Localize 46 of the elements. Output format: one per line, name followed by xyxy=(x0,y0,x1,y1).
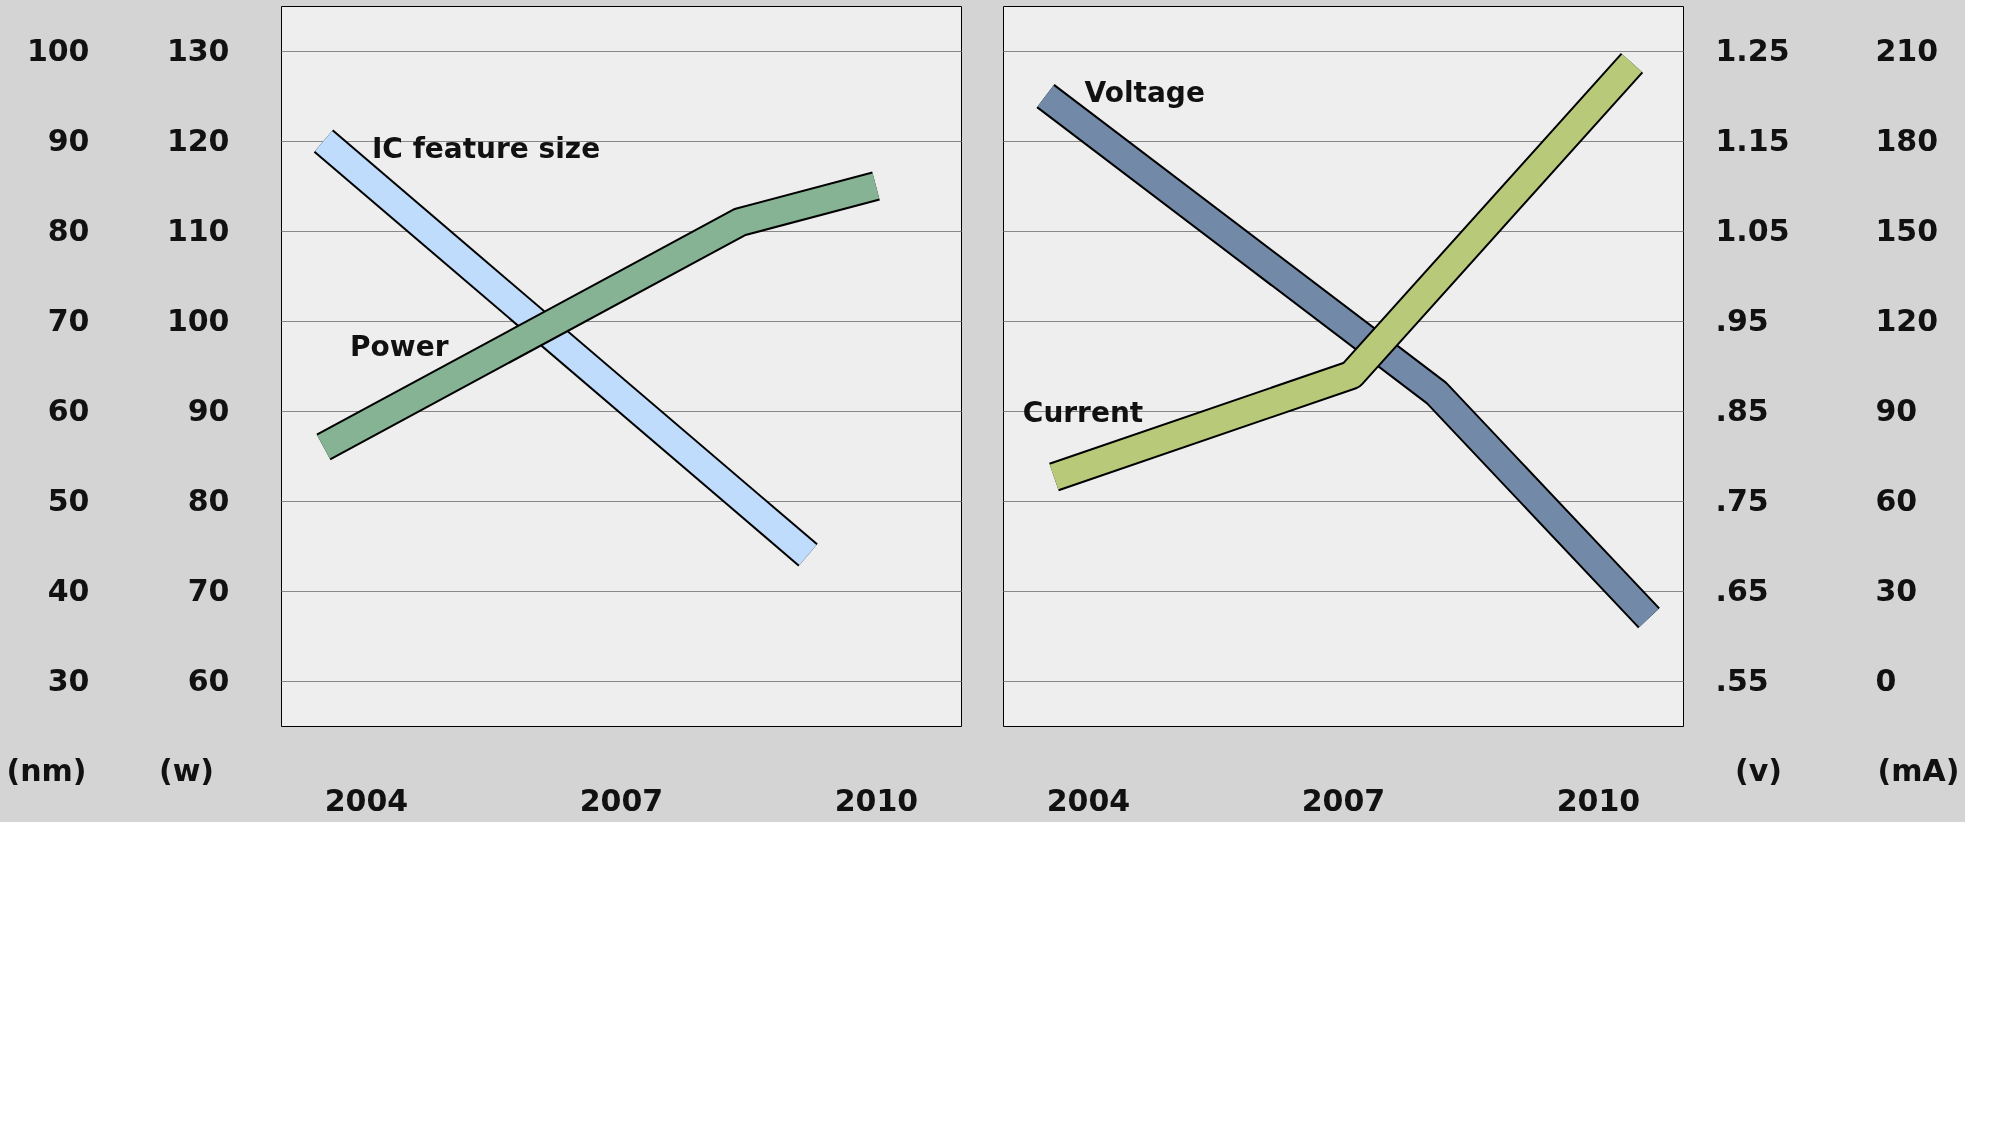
y2-tick-label: 120 xyxy=(166,122,230,158)
y-tick-label: 60 xyxy=(47,392,90,428)
y2-tick-label: 30 xyxy=(1875,572,1918,608)
y-tick-label: .75 xyxy=(1715,482,1769,518)
y-tick-label: 90 xyxy=(47,122,90,158)
x-tick-label: 2010 xyxy=(1556,782,1641,818)
series-label: IC feature size xyxy=(371,132,601,166)
y-tick-label: 1.05 xyxy=(1715,212,1790,248)
y-tick-label: 1.15 xyxy=(1715,122,1790,158)
y2-tick-label: 130 xyxy=(166,32,230,68)
y2-axis-title: (mA) xyxy=(1877,752,1960,788)
x-tick-label: 2007 xyxy=(579,782,664,818)
y2-tick-label: 150 xyxy=(1875,212,1939,248)
y2-tick-label: 90 xyxy=(1875,392,1918,428)
series-label: Current xyxy=(1022,396,1144,430)
y2-tick-label: 100 xyxy=(166,302,230,338)
x-tick-label: 2010 xyxy=(834,782,919,818)
x-tick-label: 2007 xyxy=(1301,782,1386,818)
series-label: Voltage xyxy=(1084,75,1205,109)
y-tick-label: 40 xyxy=(47,572,90,608)
y-tick-label: 80 xyxy=(47,212,90,248)
x-tick-label: 2004 xyxy=(324,782,409,818)
y2-tick-label: 180 xyxy=(1875,122,1939,158)
y2-tick-label: 80 xyxy=(187,482,230,518)
y2-tick-label: 60 xyxy=(1875,482,1918,518)
y-tick-label: 50 xyxy=(47,482,90,518)
series-label: Power xyxy=(350,329,449,363)
y-tick-label: .95 xyxy=(1715,302,1769,338)
y-tick-label: 100 xyxy=(26,32,90,68)
y-tick-label: .55 xyxy=(1715,662,1769,698)
y-tick-label: .65 xyxy=(1715,572,1769,608)
x-tick-label: 2004 xyxy=(1046,782,1131,818)
y-tick-label: 30 xyxy=(47,662,90,698)
y-axis-title: (v) xyxy=(1735,752,1782,788)
y2-tick-label: 0 xyxy=(1875,662,1897,698)
y2-tick-label: 90 xyxy=(187,392,230,428)
y-tick-label: 70 xyxy=(47,302,90,338)
y-tick-label: .85 xyxy=(1715,392,1769,428)
y-axis-title: (nm) xyxy=(6,752,87,788)
y-tick-label: 1.25 xyxy=(1715,32,1790,68)
y2-tick-label: 110 xyxy=(166,212,230,248)
y2-tick-label: 210 xyxy=(1875,32,1939,68)
y2-tick-label: 60 xyxy=(187,662,230,698)
y2-tick-label: 70 xyxy=(187,572,230,608)
y2-tick-label: 120 xyxy=(1875,302,1939,338)
y2-axis-title: (w) xyxy=(158,752,215,788)
